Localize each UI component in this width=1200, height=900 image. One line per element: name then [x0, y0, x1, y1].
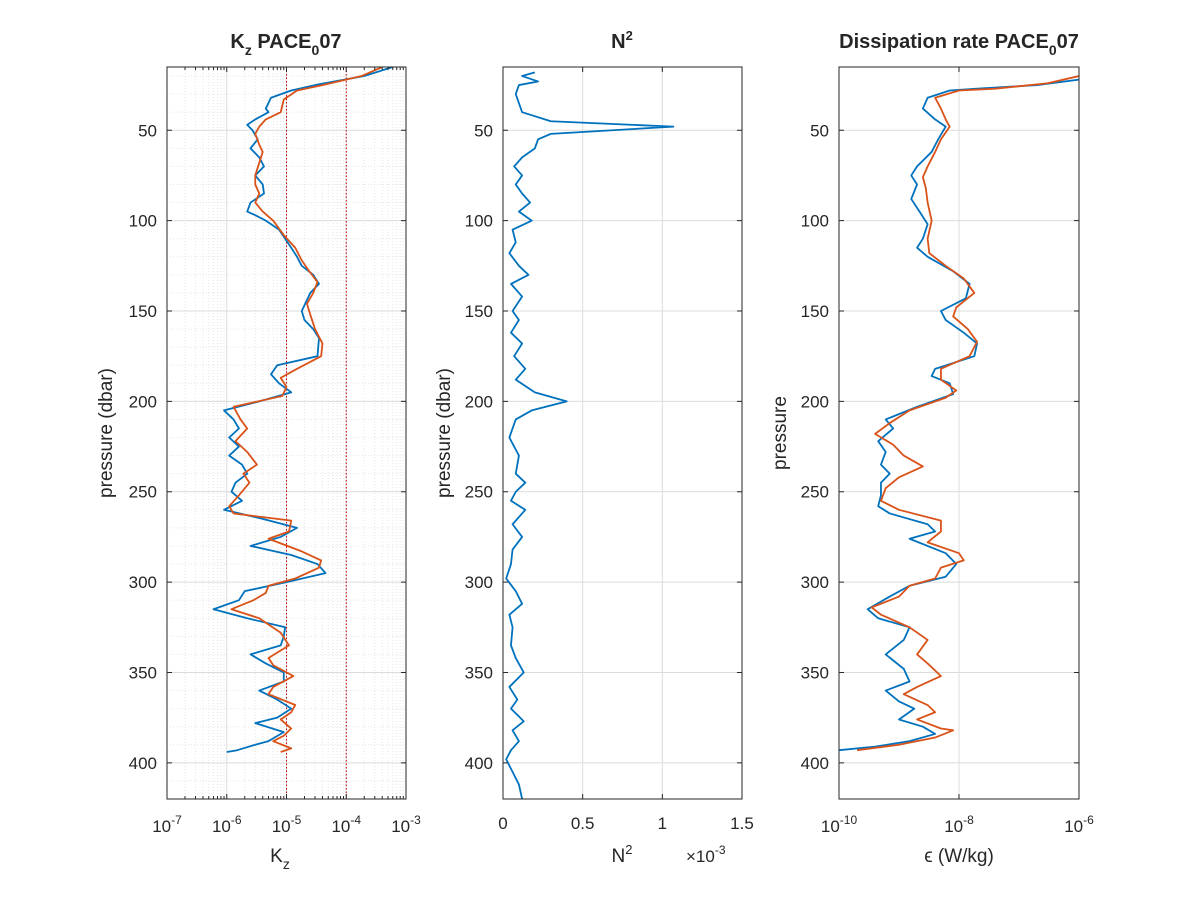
- kz-xlabel-k: K: [270, 846, 283, 867]
- n2-series-line-0: [505, 71, 675, 799]
- epsilon-y-tick-label: 150: [801, 302, 829, 321]
- n2-x-tick-label: 0: [498, 814, 507, 833]
- kz-x-tick-label-base: 10: [331, 817, 350, 836]
- epsilon-y-tick-label: 400: [801, 754, 829, 773]
- kz-series-line-1: [228, 67, 383, 753]
- kz-x-tick-label: 10-5: [272, 813, 302, 836]
- epsilon-x-tick-label: 10-8: [944, 813, 974, 836]
- epsilon-title: Dissipation rate PACE007: [839, 31, 1079, 58]
- epsilon-x-tick-label: 10-6: [1064, 813, 1094, 836]
- kz-xlabel: Kz: [270, 846, 290, 872]
- kz-x-tick-label-exp: -7: [171, 813, 182, 827]
- epsilon-x-tick-label-base: 10: [821, 817, 840, 836]
- n2-ticks: 50 100 150 200 250 300 350 400 0 0.5 1 1.5: [465, 67, 754, 833]
- epsilon-y-tick-label: 100: [801, 212, 829, 231]
- n2-x-tick-label: 0.5: [571, 814, 595, 833]
- kz-x-tick-label-base: 10: [391, 817, 410, 836]
- n2-y-tick-label: 400: [465, 754, 493, 773]
- epsilon-xlabel: ϵ (W/kg): [924, 846, 994, 867]
- kz-y-tick-label: 100: [129, 212, 157, 231]
- n2-title-sup: 2: [626, 28, 633, 43]
- epsilon-x-tick-label-exp: -6: [1083, 813, 1094, 827]
- n2-y-tick-label: 50: [474, 121, 493, 140]
- epsilon-title-main: Dissipation rate PACE: [839, 31, 1049, 53]
- n2-ylabel: pressure (dbar): [434, 368, 455, 498]
- n2-title-n: N: [611, 31, 625, 53]
- kz-y-tick-label: 350: [129, 663, 157, 682]
- n2-x-multiplier-exp: -3: [715, 843, 726, 857]
- kz-xlabel-sub: z: [283, 856, 290, 872]
- kz-y-tick-label: 300: [129, 573, 157, 592]
- kz-series: [212, 67, 394, 753]
- kz-y-tick-label: 250: [129, 483, 157, 502]
- n2-y-tick-label: 300: [465, 573, 493, 592]
- kz-x-tick-label: 10-4: [331, 813, 361, 836]
- kz-x-tick-label-exp: -6: [231, 813, 242, 827]
- epsilon-y-tick-label: 300: [801, 573, 829, 592]
- n2-y-tick-label: 150: [465, 302, 493, 321]
- n2-y-tick-label: 350: [465, 663, 493, 682]
- n2-x-tick-label: 1: [658, 814, 667, 833]
- epsilon-y-tick-label: 350: [801, 663, 829, 682]
- n2-xlabel: N2: [612, 842, 633, 867]
- epsilon-x-tick-label-exp: -8: [963, 813, 974, 827]
- n2-y-tick-label: 100: [465, 212, 493, 231]
- kz-x-tick-label-exp: -4: [350, 813, 361, 827]
- kz-title: Kz PACE007: [230, 31, 341, 58]
- kz-title-pace-sub: 0: [312, 42, 320, 58]
- kz-series-line-0: [212, 67, 394, 753]
- kz-title-num: 07: [319, 31, 341, 53]
- kz-x-tick-label-exp: -3: [410, 813, 421, 827]
- epsilon-y-tick-label: 50: [810, 121, 829, 140]
- kz-ylabel: pressure (dbar): [96, 368, 117, 498]
- kz-y-tick-label: 200: [129, 392, 157, 411]
- epsilon-y-tick-label: 200: [801, 392, 829, 411]
- kz-title-k: K: [230, 31, 245, 53]
- kz-y-tick-label: 400: [129, 754, 157, 773]
- kz-x-tick-label-exp: -5: [291, 813, 302, 827]
- kz-y-tick-label: 50: [138, 121, 157, 140]
- epsilon-ylabel: pressure: [770, 396, 791, 470]
- n2-xlabel-sup: 2: [625, 842, 632, 857]
- kz-x-tick-label: 10-7: [152, 813, 182, 836]
- n2-series: [505, 71, 675, 799]
- n2-y-tick-label: 200: [465, 392, 493, 411]
- epsilon-x-tick-label-base: 10: [944, 817, 963, 836]
- kz-x-tick-label-base: 10: [152, 817, 171, 836]
- kz-x-tick-label: 10-3: [391, 813, 421, 836]
- kz-title-k-sub: z: [245, 42, 252, 58]
- n2-y-tick-label: 250: [465, 483, 493, 502]
- n2-x-multiplier: ×10-3: [686, 843, 726, 866]
- kz-title-pace: PACE: [252, 31, 312, 53]
- kz-reference-lines: [286, 67, 347, 799]
- epsilon-title-sub: 0: [1049, 42, 1057, 58]
- n2-axes-box: [502, 66, 743, 800]
- kz-x-tick-label-base: 10: [272, 817, 291, 836]
- n2-x-tick-label: 1.5: [730, 814, 754, 833]
- epsilon-y-tick-label: 250: [801, 483, 829, 502]
- kz-x-tick-label: 10-6: [212, 813, 242, 836]
- n2-xlabel-n: N: [612, 846, 626, 867]
- n2-title: N2: [611, 28, 633, 53]
- n2-plot-background: [503, 67, 742, 799]
- epsilon-x-tick-label-exp: -10: [840, 813, 858, 827]
- epsilon-series-line-1: [856, 75, 1079, 752]
- epsilon-x-tick-label-base: 10: [1064, 817, 1083, 836]
- kz-x-tick-label-base: 10: [212, 817, 231, 836]
- epsilon-x-tick-label: 10-10: [821, 813, 858, 836]
- n2-x-multiplier-prefix: ×10: [686, 847, 715, 866]
- kz-y-tick-label: 150: [129, 302, 157, 321]
- epsilon-title-num: 07: [1057, 31, 1079, 53]
- epsilon-series: [839, 75, 1079, 752]
